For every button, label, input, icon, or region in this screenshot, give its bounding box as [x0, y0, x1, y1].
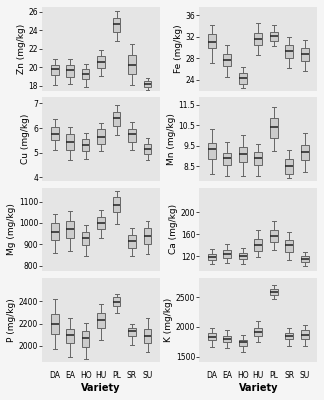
PathPatch shape — [223, 153, 231, 166]
PathPatch shape — [51, 64, 59, 75]
PathPatch shape — [66, 66, 74, 77]
PathPatch shape — [113, 298, 121, 306]
Y-axis label: K (mg/kg): K (mg/kg) — [164, 298, 173, 342]
PathPatch shape — [144, 329, 151, 343]
PathPatch shape — [301, 330, 308, 338]
PathPatch shape — [208, 254, 216, 260]
PathPatch shape — [254, 152, 262, 166]
PathPatch shape — [113, 112, 121, 126]
PathPatch shape — [270, 230, 278, 242]
Y-axis label: Zn (mg/kg): Zn (mg/kg) — [17, 24, 26, 74]
PathPatch shape — [144, 144, 151, 154]
PathPatch shape — [239, 147, 247, 162]
PathPatch shape — [97, 216, 105, 230]
Y-axis label: Ca (mg/kg): Ca (mg/kg) — [169, 204, 178, 254]
PathPatch shape — [51, 127, 59, 140]
Y-axis label: Mn (mg/kg): Mn (mg/kg) — [167, 113, 176, 165]
PathPatch shape — [128, 55, 136, 74]
PathPatch shape — [66, 134, 74, 150]
PathPatch shape — [285, 334, 293, 339]
Y-axis label: Mg (mg/kg): Mg (mg/kg) — [7, 204, 16, 255]
PathPatch shape — [270, 32, 278, 41]
PathPatch shape — [144, 228, 151, 244]
PathPatch shape — [128, 129, 136, 142]
Y-axis label: Fe (mg/kg): Fe (mg/kg) — [174, 24, 183, 73]
PathPatch shape — [82, 139, 89, 151]
PathPatch shape — [285, 240, 293, 252]
PathPatch shape — [82, 69, 89, 80]
PathPatch shape — [301, 48, 308, 61]
PathPatch shape — [239, 73, 247, 84]
PathPatch shape — [223, 54, 231, 66]
PathPatch shape — [208, 333, 216, 340]
PathPatch shape — [223, 250, 231, 258]
PathPatch shape — [270, 118, 278, 138]
PathPatch shape — [82, 232, 89, 246]
PathPatch shape — [51, 223, 59, 240]
PathPatch shape — [239, 253, 247, 259]
PathPatch shape — [144, 81, 151, 87]
PathPatch shape — [128, 235, 136, 248]
Y-axis label: P (mg/kg): P (mg/kg) — [7, 298, 16, 342]
PathPatch shape — [97, 56, 105, 68]
PathPatch shape — [254, 239, 262, 251]
PathPatch shape — [66, 329, 74, 343]
PathPatch shape — [254, 328, 262, 336]
PathPatch shape — [208, 34, 216, 48]
X-axis label: Variety: Variety — [238, 383, 278, 393]
PathPatch shape — [113, 197, 121, 212]
PathPatch shape — [128, 328, 136, 336]
PathPatch shape — [97, 129, 105, 144]
PathPatch shape — [113, 18, 121, 32]
PathPatch shape — [66, 221, 74, 238]
PathPatch shape — [285, 159, 293, 174]
PathPatch shape — [301, 145, 308, 160]
PathPatch shape — [254, 33, 262, 45]
PathPatch shape — [97, 313, 105, 328]
PathPatch shape — [51, 314, 59, 334]
PathPatch shape — [285, 45, 293, 58]
PathPatch shape — [208, 143, 216, 159]
PathPatch shape — [223, 336, 231, 342]
PathPatch shape — [239, 340, 247, 346]
PathPatch shape — [301, 256, 308, 262]
X-axis label: Variety: Variety — [81, 383, 121, 393]
PathPatch shape — [82, 332, 89, 346]
PathPatch shape — [270, 289, 278, 295]
Y-axis label: Cu (mg/kg): Cu (mg/kg) — [21, 114, 30, 164]
